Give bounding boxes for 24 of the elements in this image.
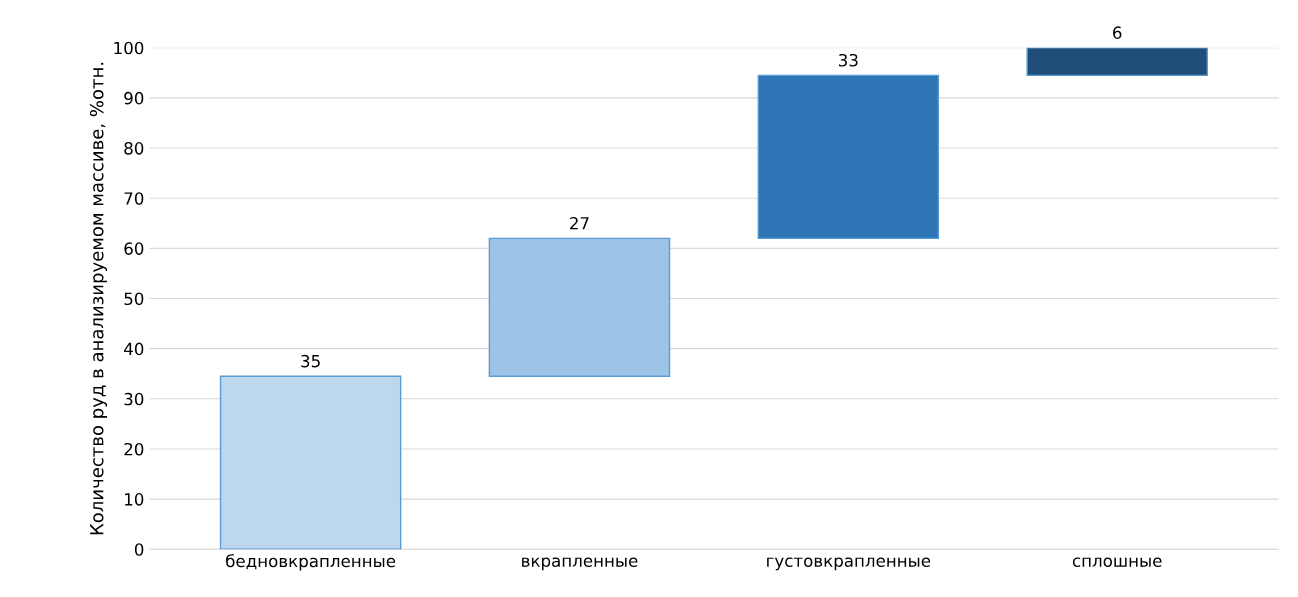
y-tick-label: 60 bbox=[124, 242, 144, 255]
y-axis-title: Количество руд в анализируемом массиве, %отн. bbox=[89, 62, 108, 535]
bar bbox=[757, 74, 940, 240]
y-tick-label: 80 bbox=[124, 142, 144, 155]
y-tick-label: 50 bbox=[124, 292, 144, 306]
y-tick-label: 0 bbox=[134, 543, 144, 556]
data-label: 6 bbox=[1113, 26, 1122, 39]
y-tick-label: 30 bbox=[124, 392, 144, 406]
bar bbox=[488, 237, 671, 377]
data-label: 33 bbox=[839, 53, 858, 67]
bar bbox=[1026, 47, 1208, 77]
x-tick-label: вкрапленные bbox=[522, 557, 638, 571]
x-tick-label: сплошные bbox=[1072, 557, 1162, 567]
y-tick-label: 10 bbox=[125, 493, 144, 506]
y-tick-label: 70 bbox=[124, 192, 144, 205]
y-tick-label: 40 bbox=[124, 342, 144, 356]
data-label: 27 bbox=[570, 216, 589, 230]
y-tick-label: 90 bbox=[124, 91, 144, 105]
x-tick-label: бедновкрапленные bbox=[226, 554, 396, 571]
y-tick-label: 20 bbox=[124, 442, 144, 456]
x-tick-label: густовкрапленные bbox=[767, 557, 931, 571]
y-tick-label: 100 bbox=[114, 41, 144, 55]
bar bbox=[219, 375, 402, 550]
data-label: 35 bbox=[301, 354, 320, 368]
